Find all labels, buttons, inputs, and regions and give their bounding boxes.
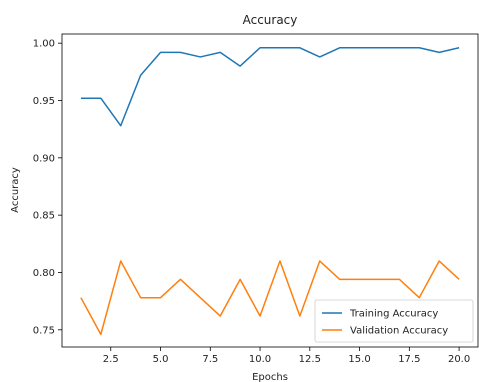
y-tick-label: 0.85 <box>33 211 55 222</box>
plot-area <box>61 33 479 348</box>
legend: Training Accuracy Validation Accuracy <box>314 299 474 343</box>
x-tick-label: 7.5 <box>202 354 218 365</box>
x-tick-label: 17.5 <box>398 354 420 365</box>
x-tick-label: 12.5 <box>299 354 321 365</box>
x-axis: 2.5 5.0 7.5 10.0 12.5 15.0 17.5 20.0 <box>103 347 470 365</box>
y-axis-label: Accuracy <box>10 167 21 213</box>
legend-label: Training Accuracy <box>349 309 438 320</box>
x-tick-label: 2.5 <box>103 354 119 365</box>
legend-label: Validation Accuracy <box>350 326 448 337</box>
x-axis-label: Epochs <box>252 372 288 382</box>
y-tick-label: 0.80 <box>33 268 55 279</box>
x-tick-label: 20.0 <box>448 354 470 365</box>
y-tick-label: 1.00 <box>33 39 55 50</box>
x-tick-label: 5.0 <box>153 354 169 365</box>
validation-accuracy-line <box>80 260 460 336</box>
y-tick-label: 0.90 <box>33 153 55 164</box>
series-lines <box>80 47 460 336</box>
legend-box <box>314 299 474 343</box>
y-axis: 0.75 0.80 0.85 0.90 0.95 1.00 <box>33 39 62 336</box>
x-tick-label: 15.0 <box>348 354 370 365</box>
y-tick-label: 0.75 <box>33 325 55 336</box>
training-accuracy-line <box>80 47 460 127</box>
x-tick-label: 10.0 <box>249 354 271 365</box>
chart-title: Accuracy <box>243 13 298 27</box>
y-tick-label: 0.95 <box>33 96 55 107</box>
